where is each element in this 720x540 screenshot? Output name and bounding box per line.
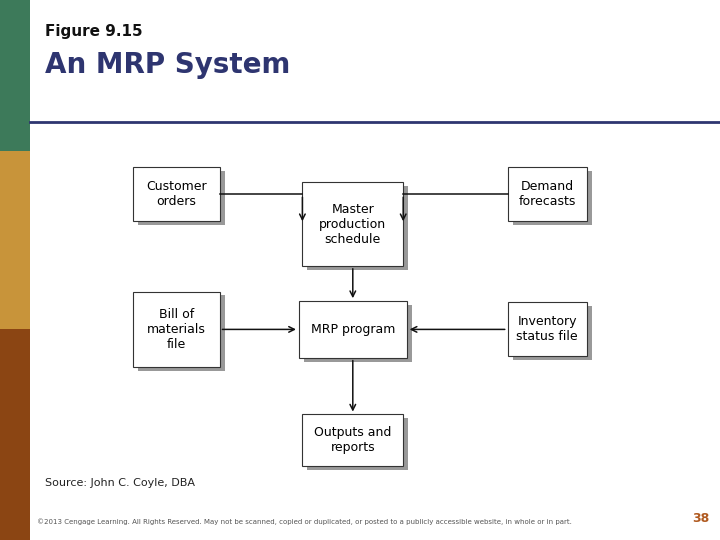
Bar bbox=[307, 418, 408, 469]
Bar bbox=[299, 301, 407, 357]
Text: An MRP System: An MRP System bbox=[45, 51, 290, 79]
Bar bbox=[138, 295, 225, 371]
Text: ©2013 Cengage Learning. All Rights Reserved. May not be scanned, copied or dupli: ©2013 Cengage Learning. All Rights Reser… bbox=[37, 518, 572, 525]
Text: Source: John C. Coyle, DBA: Source: John C. Coyle, DBA bbox=[45, 478, 194, 488]
Bar bbox=[0, 329, 30, 540]
Bar bbox=[307, 186, 408, 270]
Text: Master
production
schedule: Master production schedule bbox=[319, 202, 387, 246]
Bar bbox=[133, 292, 220, 367]
Text: Figure 9.15: Figure 9.15 bbox=[45, 24, 143, 39]
Text: 38: 38 bbox=[692, 512, 709, 525]
Bar bbox=[138, 171, 225, 225]
Bar bbox=[133, 167, 220, 221]
Bar bbox=[0, 151, 30, 329]
Text: MRP program: MRP program bbox=[310, 323, 395, 336]
Text: Customer
orders: Customer orders bbox=[146, 180, 207, 208]
Bar bbox=[513, 306, 592, 360]
Bar bbox=[304, 305, 412, 362]
Text: Bill of
materials
file: Bill of materials file bbox=[147, 308, 206, 351]
Bar bbox=[513, 171, 592, 225]
Text: Outputs and
reports: Outputs and reports bbox=[314, 426, 392, 454]
Bar bbox=[508, 302, 587, 356]
Bar bbox=[508, 167, 587, 221]
Text: Inventory
status file: Inventory status file bbox=[516, 315, 578, 343]
Bar bbox=[302, 415, 403, 465]
Bar bbox=[302, 183, 403, 266]
Text: Demand
forecasts: Demand forecasts bbox=[518, 180, 576, 208]
Bar bbox=[0, 0, 30, 151]
